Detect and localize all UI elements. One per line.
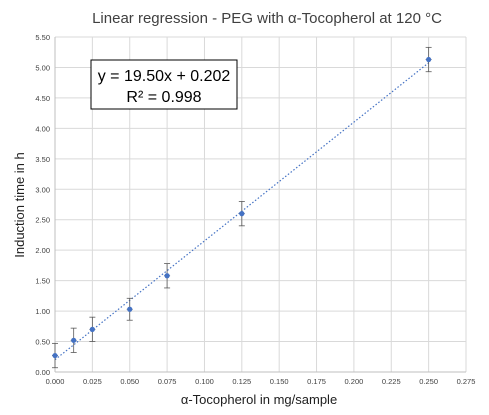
x-tick-label: 0.175 [307, 377, 326, 386]
data-point [127, 306, 133, 312]
axes [54, 37, 466, 373]
y-tick-label: 0.50 [35, 338, 50, 347]
x-tick-label: 0.150 [270, 377, 289, 386]
y-tick-label: 1.50 [35, 277, 50, 286]
r-squared: R² = 0.998 [126, 89, 201, 106]
data-point [164, 273, 170, 279]
x-tick-label: 0.050 [120, 377, 139, 386]
y-tick-label: 4.50 [35, 94, 50, 103]
y-tick-label: 1.00 [35, 307, 50, 316]
y-axis-title: Induction time in h [12, 152, 27, 258]
y-tick-label: 3.00 [35, 185, 50, 194]
y-tick-label: 2.00 [35, 246, 50, 255]
x-tick-label: 0.225 [382, 377, 401, 386]
y-tick-label: 4.00 [35, 124, 50, 133]
x-axis-title: α-Tocopherol in mg/sample [181, 392, 337, 407]
data-point [426, 56, 432, 63]
data-point [89, 326, 95, 332]
y-tick-label: 5.00 [35, 63, 50, 72]
data-point [239, 211, 245, 217]
data-point [71, 337, 77, 343]
chart-title: Linear regression - PEG with α-Tocophero… [92, 10, 442, 27]
regression-equation-box: y = 19.50x + 0.202 R² = 0.998 [90, 59, 238, 110]
x-tick-label: 0.100 [195, 377, 214, 386]
regression-equation: y = 19.50x + 0.202 [98, 68, 231, 85]
x-tick-label: 0.125 [232, 377, 251, 386]
x-tick-label: 0.200 [345, 377, 364, 386]
y-tick-label: 0.00 [35, 368, 50, 377]
y-tick-label: 3.50 [35, 155, 50, 164]
data-point [52, 352, 58, 359]
x-tick-label: 0.250 [419, 377, 438, 386]
equation-box-border [90, 59, 238, 110]
y-tick-label: 2.50 [35, 216, 50, 225]
x-tick-label: 0.275 [457, 377, 476, 386]
data-points [52, 56, 432, 359]
x-tick-label: 0.000 [46, 377, 65, 386]
x-tick-label: 0.025 [83, 377, 102, 386]
y-tick-label: 5.50 [35, 33, 50, 42]
x-tick-label: 0.075 [158, 377, 177, 386]
tick-labels: 0.000 0.025 0.050 0.075 0.100 0.125 0.150 0.175… [35, 33, 475, 386]
